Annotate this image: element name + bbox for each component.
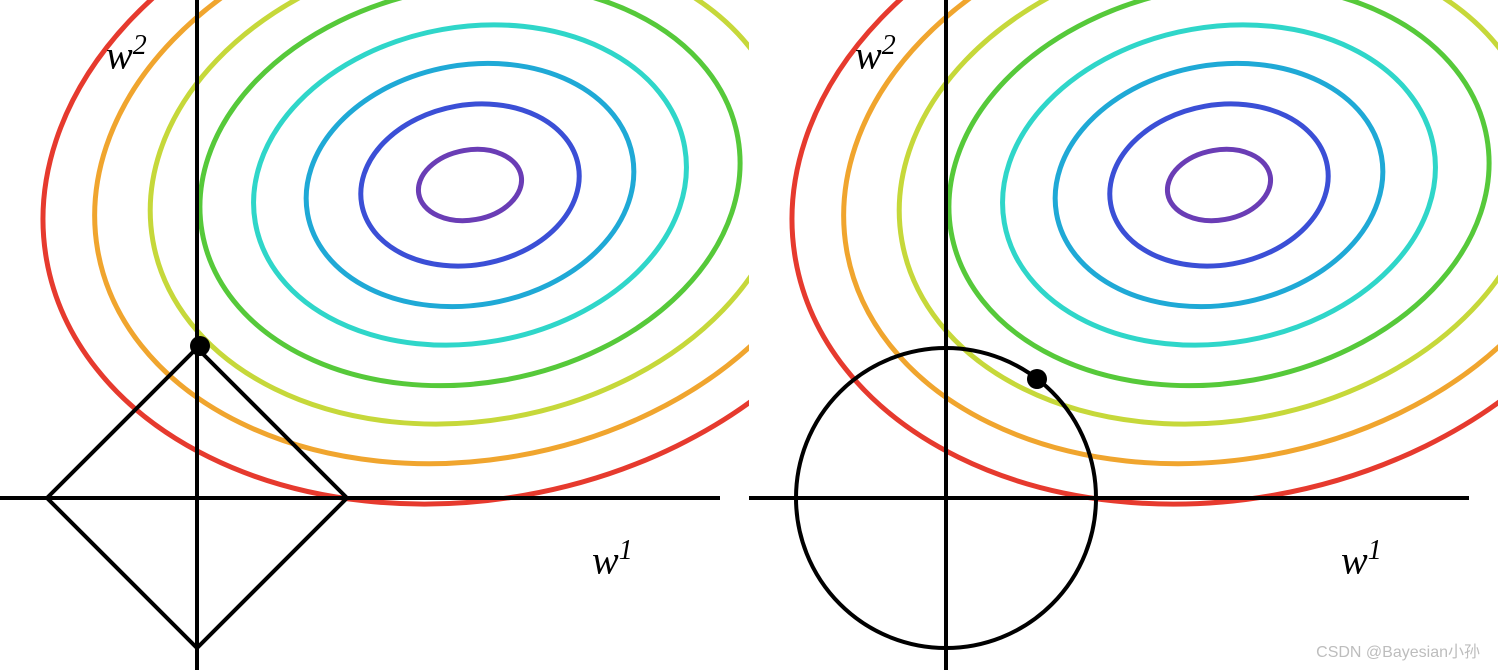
contour-ellipses [0,0,749,570]
y-axis-label: w2 [855,30,896,78]
y-axis-label: w2 [106,30,147,78]
contour-level-3 [977,0,1461,378]
panel-l1-regularization: w1 w2 [0,0,749,670]
optimal-point [1027,369,1047,389]
contour-level-3 [228,0,712,378]
optimal-point [190,336,210,356]
contour-level-0 [413,142,528,229]
contour-level-1 [1097,87,1341,283]
contour-level-2 [287,38,654,332]
figure-panels: w1 w2 w1 w2 [0,0,1498,670]
contour-level-7 [749,0,1498,570]
contour-level-2 [1036,38,1403,332]
contour-ellipses [749,0,1498,570]
contour-level-7 [0,0,749,570]
watermark-text: CSDN @Bayesian小孙 [1316,638,1480,662]
x-axis-label: w1 [592,535,633,583]
contour-level-1 [348,87,592,283]
panel-l2-regularization: w1 w2 [749,0,1498,670]
contour-level-0 [1162,142,1277,229]
x-axis-label: w1 [1341,535,1382,583]
